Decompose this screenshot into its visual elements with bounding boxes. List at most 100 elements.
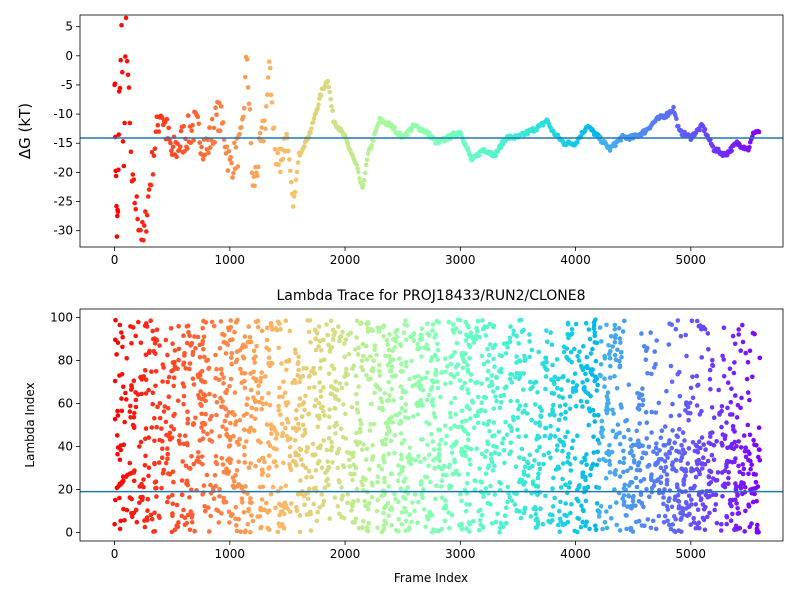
top-data-point — [290, 204, 296, 209]
bottom-data-point — [672, 440, 677, 446]
top-data-point — [259, 125, 265, 130]
bottom-data-point — [481, 361, 487, 367]
bottom-data-point — [491, 389, 496, 394]
bottom-data-point — [389, 364, 395, 370]
bottom-data-point — [338, 334, 344, 339]
bottom-data-point — [558, 519, 564, 524]
bottom-data-point — [563, 501, 568, 506]
bottom-data-point — [191, 421, 196, 426]
bottom-data-point — [674, 482, 680, 487]
bottom-data-point — [588, 351, 594, 356]
bottom-data-point — [300, 422, 306, 428]
bottom-data-point — [569, 502, 574, 507]
bottom-data-point — [211, 323, 217, 329]
bottom-data-point — [324, 478, 329, 484]
bottom-data-point — [381, 492, 386, 498]
top-data-point — [702, 127, 708, 132]
top-y-tick-label: 5 — [65, 20, 73, 34]
bottom-data-point — [597, 509, 602, 515]
bottom-data-point — [671, 528, 677, 534]
top-data-point — [371, 138, 376, 143]
bottom-data-point — [245, 522, 250, 527]
bottom-data-point — [608, 348, 613, 354]
bottom-data-point — [405, 485, 411, 490]
bottom-data-point — [242, 460, 248, 465]
bottom-data-point — [604, 394, 610, 399]
bottom-data-point — [370, 368, 376, 374]
bottom-data-point — [191, 382, 197, 387]
bottom-data-point — [742, 484, 748, 490]
bottom-data-point — [547, 512, 553, 517]
bottom-data-point — [162, 404, 168, 409]
bottom-data-point — [577, 349, 582, 355]
bottom-data-point — [653, 410, 659, 415]
bottom-data-point — [321, 385, 326, 390]
bottom-data-point — [617, 441, 623, 447]
bottom-data-point — [147, 348, 152, 354]
bottom-data-point — [221, 381, 226, 386]
bottom-data-point — [572, 371, 578, 377]
top-data-point — [365, 151, 371, 157]
bottom-data-point — [399, 510, 405, 515]
bottom-data-point — [634, 428, 639, 434]
bottom-data-point — [492, 492, 498, 497]
bottom-data-point — [491, 406, 497, 411]
bottom-data-point — [241, 510, 247, 515]
bottom-data-point — [455, 317, 461, 323]
bottom-data-point — [365, 329, 371, 335]
top-data-point — [710, 144, 716, 149]
bottom-data-point — [150, 390, 156, 396]
bottom-data-point — [217, 487, 222, 492]
bottom-data-point — [245, 396, 250, 401]
bottom-data-point — [281, 460, 286, 466]
top-data-point — [310, 120, 316, 125]
top-data-point — [224, 144, 230, 150]
bottom-data-point — [270, 484, 276, 490]
bottom-data-point — [282, 425, 288, 431]
bottom-data-point — [192, 334, 197, 339]
bottom-data-point — [488, 502, 493, 507]
bottom-data-point — [752, 491, 757, 497]
bottom-data-point — [649, 477, 654, 483]
bottom-data-point — [591, 434, 596, 440]
bottom-data-point — [415, 520, 420, 526]
bottom-data-point — [625, 468, 630, 474]
bottom-data-point — [485, 346, 490, 352]
top-data-point — [138, 228, 143, 233]
bottom-data-point — [662, 459, 668, 464]
bottom-data-point — [305, 496, 311, 502]
bottom-data-point — [154, 327, 160, 333]
bottom-data-point — [296, 354, 302, 360]
bottom-data-point — [197, 459, 202, 465]
bottom-data-point — [633, 475, 639, 481]
bottom-data-point — [225, 434, 231, 439]
bottom-data-point — [266, 453, 272, 459]
bottom-data-point — [591, 450, 597, 455]
bottom-data-point — [451, 374, 457, 380]
bottom-data-point — [566, 485, 572, 490]
bottom-data-point — [596, 412, 601, 418]
bottom-data-point — [227, 383, 232, 389]
bottom-data-point — [249, 513, 254, 518]
bottom-data-point — [611, 411, 616, 416]
bottom-data-point — [639, 331, 644, 336]
bottom-data-point — [564, 346, 570, 351]
bottom-data-point — [693, 474, 699, 480]
bottom-data-point — [251, 348, 257, 354]
bottom-data-point — [584, 452, 589, 457]
bottom-data-point — [321, 357, 327, 363]
bottom-data-point — [156, 460, 162, 465]
bottom-data-point — [386, 347, 392, 353]
bottom-data-point — [135, 392, 141, 397]
bottom-data-point — [460, 452, 465, 458]
bottom-data-point — [260, 507, 265, 513]
bottom-data-point — [555, 427, 561, 433]
bottom-data-point — [141, 477, 146, 482]
bottom-data-point — [737, 525, 743, 531]
bottom-data-point — [641, 450, 646, 456]
bottom-data-point — [309, 474, 314, 480]
bottom-data-point — [688, 410, 693, 416]
top-data-point — [226, 149, 232, 154]
top-data-point — [241, 106, 247, 111]
